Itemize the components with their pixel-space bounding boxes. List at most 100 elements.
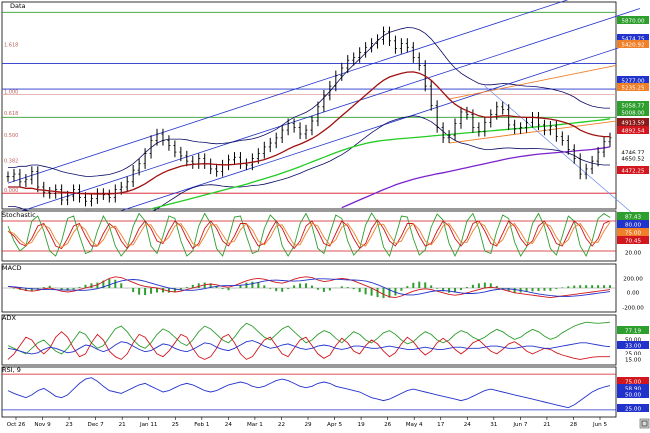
axis-value-tag <box>617 236 649 244</box>
stochastic-panel-frame <box>1 210 617 262</box>
stochastic-panel[interactable]: 87.43 80.00 75.00 70.45 20.00 <box>1 210 649 262</box>
axis-value-tag <box>617 166 649 174</box>
moving-average-short <box>8 71 610 195</box>
axis-value-tag <box>617 326 649 334</box>
date-axis-label: May 4 <box>406 422 423 428</box>
date-axis-label: 24 <box>225 422 233 428</box>
macd-signal-line <box>7 278 611 297</box>
date-axis-label: 29 <box>304 422 312 428</box>
date-axis-label: 23 <box>66 422 74 428</box>
axis-value-label: -200.00 <box>622 305 644 311</box>
axis-value-tag <box>617 16 649 24</box>
date-axis-label: Feb 1 <box>194 422 210 428</box>
axis-value-label: 25.00 <box>625 351 641 357</box>
date-axis-label: Jun 5 <box>592 422 608 428</box>
axis-value-label: 200.00 <box>623 276 643 282</box>
date-axis-label: Jan 11 <box>139 422 158 428</box>
adx-line <box>7 340 611 355</box>
axis-value-label: 4913.59 <box>621 120 645 126</box>
date-axis-label: 28 <box>570 422 578 428</box>
adx-minus-di-line <box>7 331 610 360</box>
axis-value-tag <box>617 390 649 398</box>
date-axis-label: 21 <box>543 422 551 428</box>
axis-value-label: 50.00 <box>625 392 641 398</box>
axis-value-tag <box>617 118 649 126</box>
axis-value-label: 50.00 <box>625 337 641 343</box>
axis-value-tag <box>617 349 649 357</box>
rsi-line <box>7 377 611 409</box>
fib-level-label: 0.500 <box>4 133 18 139</box>
fib-level-label: 0.000 <box>4 188 18 194</box>
date-axis-label: Apr 5 <box>327 422 342 428</box>
date-axis-label: Mar 1 <box>247 422 263 428</box>
axis-value-tag <box>617 40 649 48</box>
axis-value-tag <box>617 126 649 134</box>
date-axis-label: 26 <box>384 422 392 428</box>
date-axis-label: Dec 7 <box>88 422 105 428</box>
macd-panel-title: MACD <box>2 264 21 272</box>
stochastic-panel-title: Stochastic <box>2 211 36 219</box>
axis-value-label: 0.00 <box>627 290 640 296</box>
axis-value-label: 4746.77 <box>621 150 645 156</box>
bollinger-upper-band <box>8 27 610 177</box>
price-panel-title: Data <box>10 2 26 10</box>
axis-value-tag <box>617 335 649 343</box>
date-axis-label: 31 <box>490 422 498 428</box>
trend-fan-line <box>449 120 617 144</box>
axis-value-tag <box>617 212 649 220</box>
axis-value-label: 75.00 <box>625 230 641 236</box>
date-axis-label: 19 <box>358 422 366 428</box>
regression-channel-line <box>7 0 569 184</box>
axis-value-label: 5008.00 <box>621 110 645 116</box>
date-axis-label: 17 <box>437 422 445 428</box>
adx-panel-frame <box>1 314 617 366</box>
date-axis: Oct 26 Nov 9 23 Dec 7 21 Jan 11 25 Feb 1 24 Mar 1… <box>7 417 608 428</box>
rsi-panel-title: RSI, 9 <box>2 366 21 374</box>
date-axis-label: 21 <box>119 422 127 428</box>
stochastic-d-line <box>7 219 611 250</box>
fib-level-label: 0.618 <box>4 111 18 117</box>
macd-line <box>7 276 611 299</box>
axis-value-tag <box>617 220 649 228</box>
axis-value-label: 25.00 <box>625 406 641 412</box>
adx-panel-title: ADX <box>2 314 16 322</box>
axis-value-tag <box>617 274 649 282</box>
axis-value-tag <box>617 228 649 236</box>
axis-value-tag <box>617 384 649 392</box>
price-panel-frame <box>1 1 617 210</box>
axis-value-label: 5420.92 <box>621 42 644 48</box>
axis-value-tag <box>617 303 649 311</box>
axis-value-tag <box>617 34 649 42</box>
axis-value-label: 70.45 <box>625 238 641 244</box>
date-axis-label: 22 <box>278 422 285 428</box>
axis-value-label: 5277.00 <box>621 78 645 84</box>
fib-level-label: 1.000 <box>4 90 18 96</box>
fib-level-label: 1.618 <box>4 42 18 48</box>
axis-value-tag <box>617 83 649 91</box>
axis-value-tag <box>617 154 649 162</box>
stochastic-slow-line <box>7 221 611 248</box>
macd-panel[interactable]: 200.00 0.00 -200.00 <box>1 263 649 313</box>
fib-level-label: 0.382 <box>4 159 18 165</box>
date-axis-label: 24 <box>464 422 472 428</box>
axis-value-tag <box>617 101 649 109</box>
axis-value-label: 4650.52 <box>621 156 644 162</box>
axis-value-label: 87.43 <box>625 214 641 220</box>
rsi-panel-frame <box>1 366 617 418</box>
axis-value-label: 15.00 <box>625 357 641 363</box>
axis-value-label: 80.00 <box>625 222 641 228</box>
moving-average-long <box>341 146 611 209</box>
date-axis-label: Nov 9 <box>34 422 51 428</box>
axis-value-tag <box>617 248 649 256</box>
axis-value-tag <box>617 148 649 156</box>
price-panel[interactable]: 1.618 1.000 0.618 0.500 0.382 0.000 5870.00 547… <box>1 0 649 249</box>
trend-fan-line <box>448 64 617 100</box>
window-maximize-icon[interactable] <box>639 418 650 429</box>
axis-value-label: 33.00 <box>625 343 641 349</box>
axis-value-tag <box>617 355 649 363</box>
axis-value-tag <box>617 377 649 385</box>
